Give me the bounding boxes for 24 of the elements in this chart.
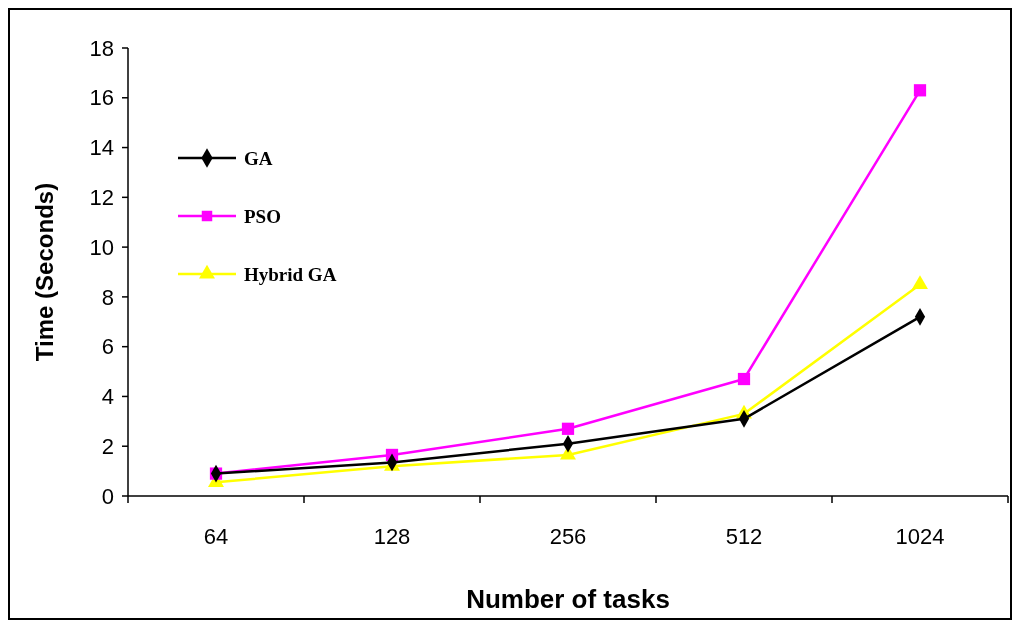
point: [912, 275, 928, 290]
legend-label: GA: [244, 147, 273, 169]
point: [561, 422, 575, 435]
y-tick-label: 0: [101, 483, 114, 509]
y-tick-label: 2: [101, 433, 114, 459]
x-tick-label: 512: [725, 524, 763, 549]
x-tick-label: 64: [203, 524, 229, 549]
y-tick-label: 10: [89, 234, 114, 260]
y-tick-label: 6: [101, 334, 114, 360]
y-tick-label: 18: [89, 35, 114, 61]
point: [913, 84, 927, 97]
x-axis-title: Number of tasks: [466, 584, 670, 614]
y-tick-label: 8: [101, 284, 114, 310]
x-tick-label: 1024: [895, 524, 945, 549]
y-tick-label: 12: [89, 185, 114, 211]
y-tick-label: 4: [101, 384, 114, 410]
legend-label: PSO: [244, 205, 281, 227]
y-tick-label: 16: [89, 85, 114, 111]
legend-label: Hybrid GA: [244, 263, 337, 285]
point: [737, 372, 751, 386]
y-axis-title: Time (Seconds): [31, 182, 58, 362]
y-tick-label: 14: [89, 135, 114, 161]
x-tick-label: 128: [373, 524, 411, 549]
x-tick-label: 256: [549, 524, 587, 549]
